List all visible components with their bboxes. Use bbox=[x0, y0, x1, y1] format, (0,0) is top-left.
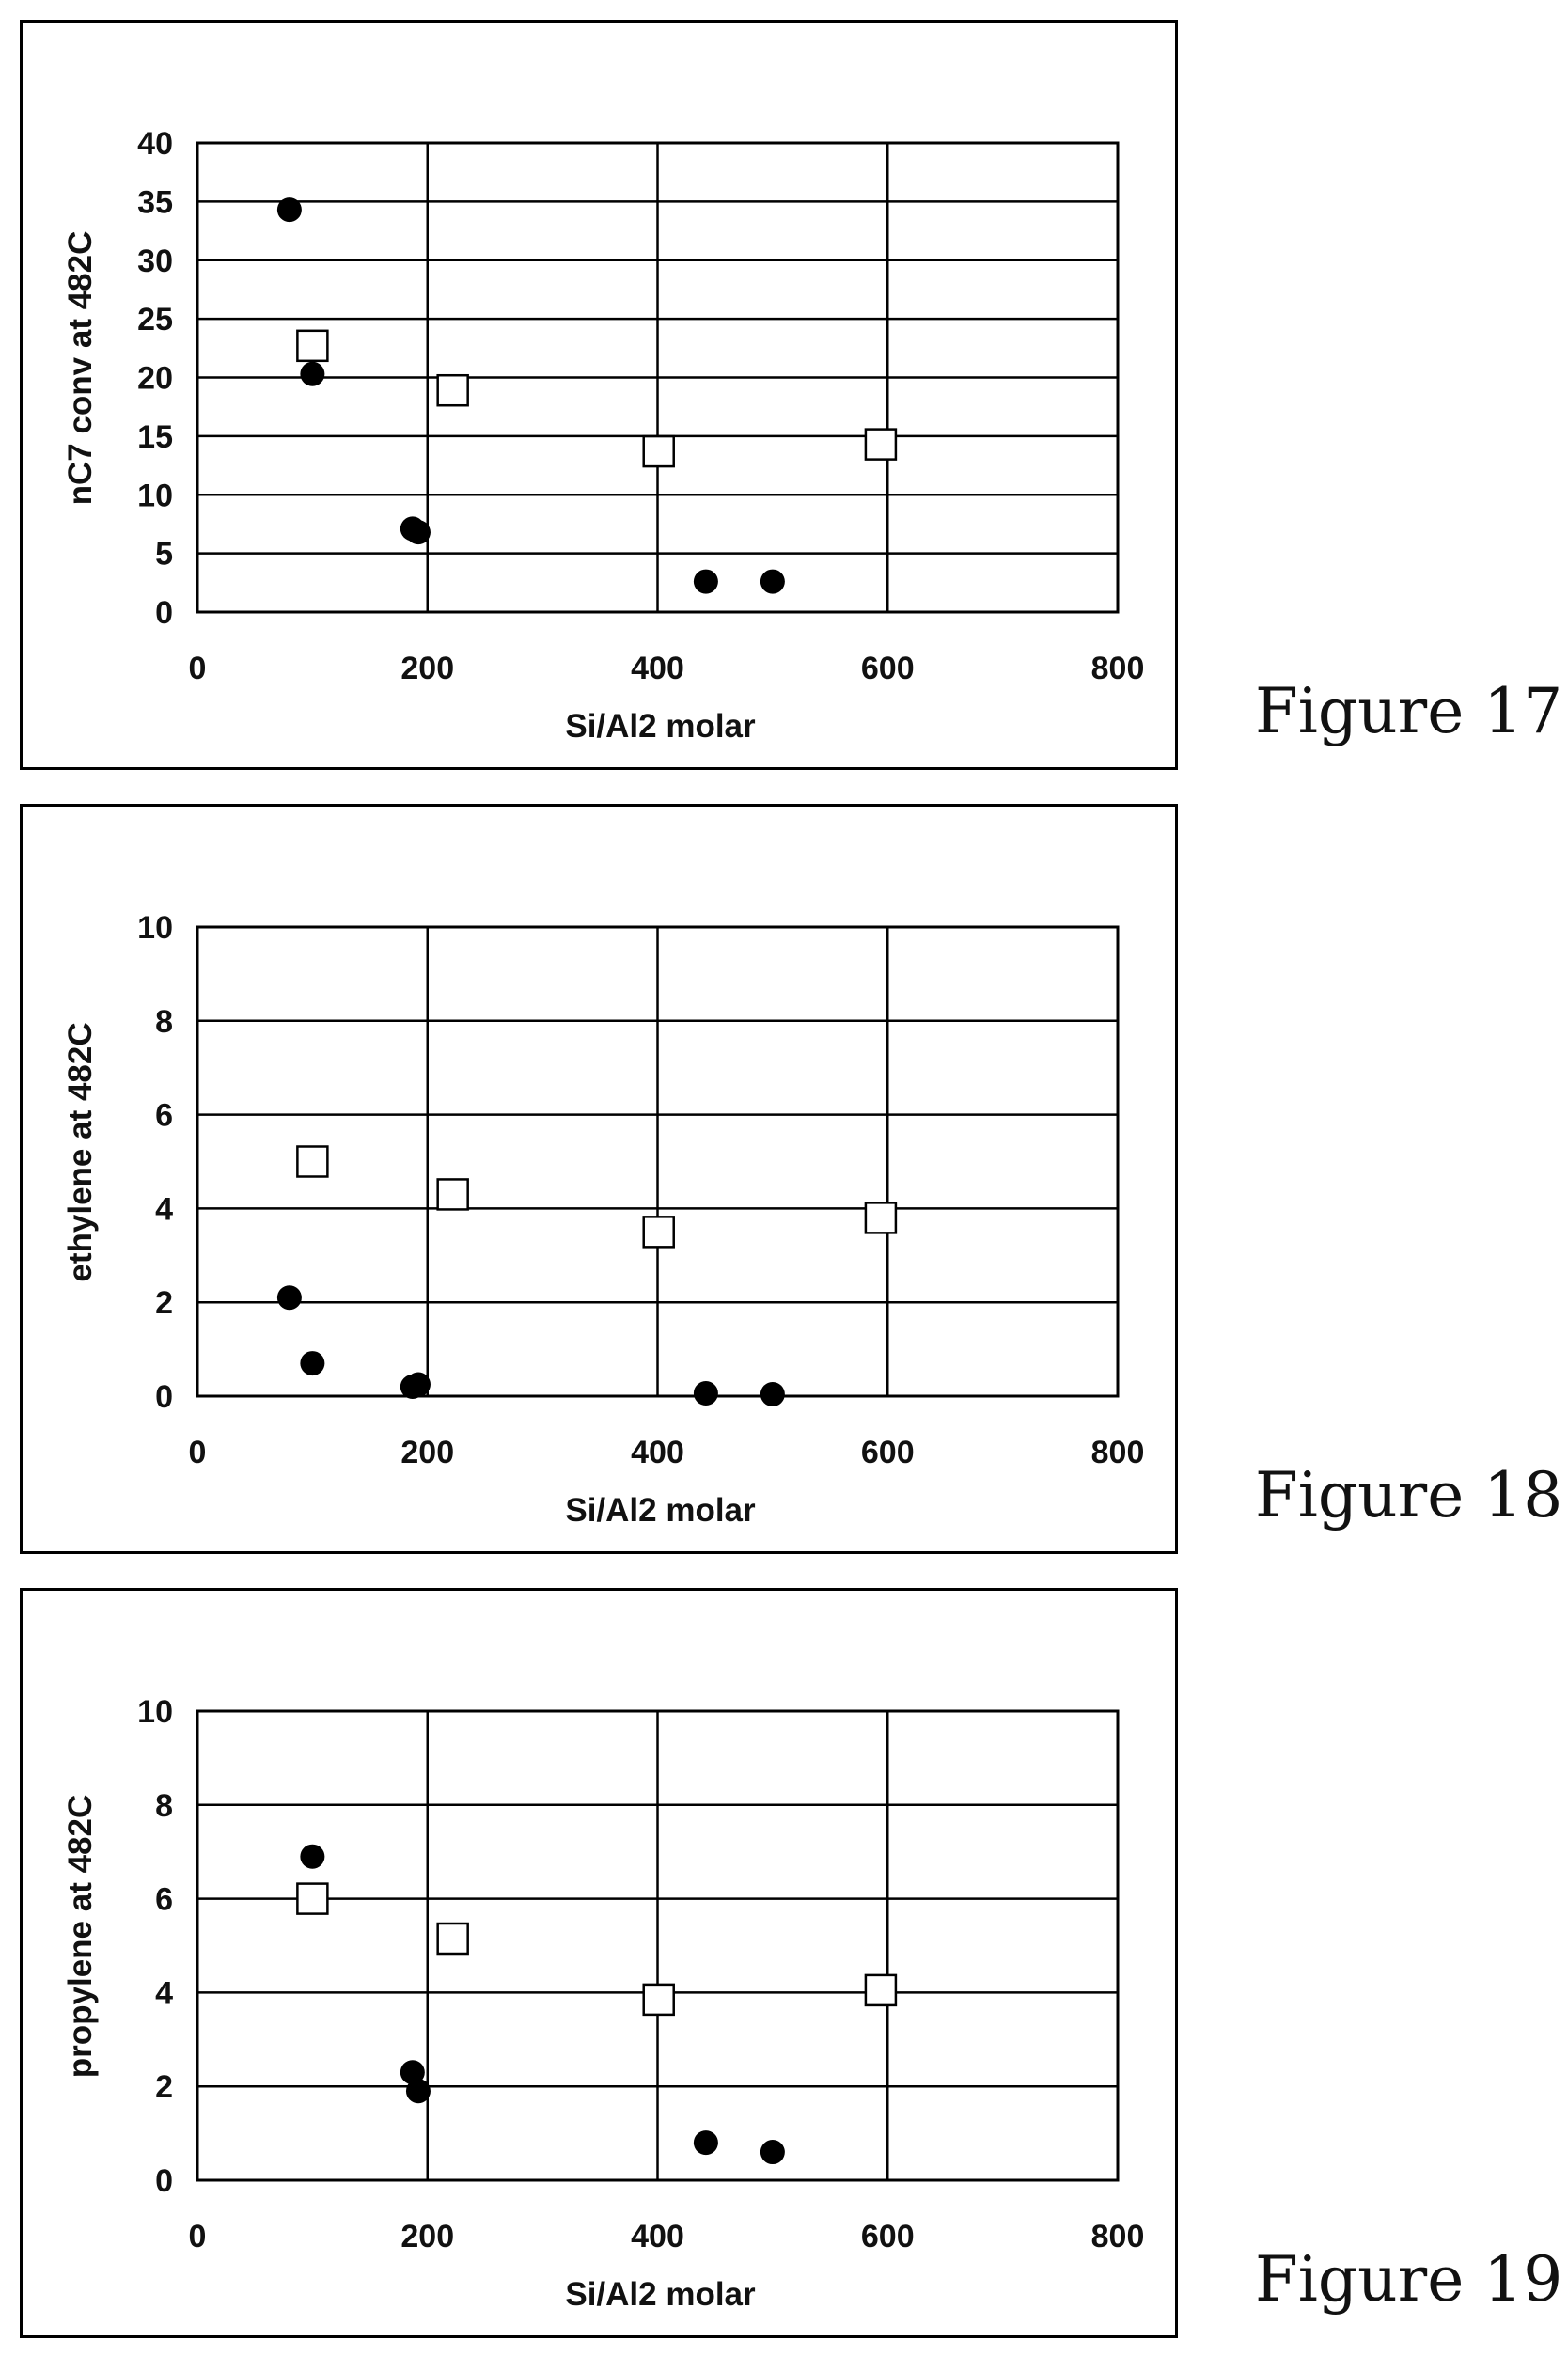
y-tick-label: 10 bbox=[137, 1694, 173, 1730]
y-tick-label: 35 bbox=[137, 184, 173, 220]
y-tick-label: 25 bbox=[137, 302, 173, 338]
open-square-marker bbox=[864, 1973, 898, 2007]
y-tick-label: 0 bbox=[155, 1379, 173, 1415]
figure-18-label: Figure 18 bbox=[1255, 1459, 1563, 1532]
y-tick-label: 10 bbox=[137, 910, 173, 946]
open-square-marker bbox=[864, 1202, 898, 1234]
x-tick-label: 400 bbox=[631, 1435, 684, 1470]
x-tick-label: 600 bbox=[861, 651, 915, 686]
y-tick-label: 5 bbox=[155, 537, 173, 573]
y-tick-label: 40 bbox=[137, 126, 173, 162]
filled-circle-marker bbox=[405, 1372, 431, 1397]
filled-circle-marker bbox=[760, 569, 785, 594]
filled-circle-marker bbox=[300, 1844, 325, 1869]
open-square-marker bbox=[296, 1145, 329, 1178]
x-tick-label: 0 bbox=[189, 1435, 207, 1470]
filled-circle-marker bbox=[300, 361, 325, 386]
y-tick-label: 30 bbox=[137, 243, 173, 279]
y-tick-label: 6 bbox=[155, 1882, 173, 1918]
y-tick-label: 6 bbox=[155, 1098, 173, 1134]
y-tick-label: 15 bbox=[137, 419, 173, 455]
open-square-marker bbox=[436, 1178, 469, 1211]
scatter-plot-svg: 0 2 4 6 8 10 0 200 400 600 800 Si/Al2 molar ethylene… bbox=[62, 910, 1145, 1529]
y-tick-label: 2 bbox=[155, 2069, 173, 2105]
y-tick-label: 2 bbox=[155, 1285, 173, 1321]
y-tick-label: 10 bbox=[137, 478, 173, 513]
x-tick-label: 200 bbox=[400, 1435, 454, 1470]
figure-17-panel: 0 5 10 15 20 25 30 35 40 0 200 400 600 800 Si/Al2 mola… bbox=[20, 20, 1178, 770]
x-tick-label: 200 bbox=[400, 2219, 454, 2254]
y-tick-label: 4 bbox=[155, 1191, 173, 1227]
x-tick-label: 600 bbox=[861, 1435, 915, 1470]
figure-19-label: Figure 19 bbox=[1255, 2243, 1563, 2316]
y-tick-label: 8 bbox=[155, 1788, 173, 1824]
filled-circle-marker bbox=[693, 2130, 718, 2156]
filled-circle-marker bbox=[276, 197, 302, 223]
filled-circle-marker bbox=[760, 1382, 785, 1407]
y-tick-label: 0 bbox=[155, 595, 173, 631]
filled-circle-marker bbox=[300, 1351, 325, 1376]
filled-circle-marker bbox=[405, 2079, 431, 2104]
filled-circle-marker bbox=[276, 1285, 302, 1311]
x-axis-label: Si/Al2 molar bbox=[565, 2276, 756, 2313]
x-axis-label: Si/Al2 molar bbox=[565, 1492, 756, 1529]
x-tick-label: 200 bbox=[400, 651, 454, 686]
filled-circle-marker bbox=[405, 520, 431, 545]
y-axis-label: propylene at 482C bbox=[62, 1795, 99, 2079]
x-tick-label: 400 bbox=[631, 2219, 684, 2254]
plot-area-frame bbox=[196, 1709, 1120, 2182]
open-square-marker bbox=[436, 373, 469, 407]
x-tick-label: 800 bbox=[1091, 651, 1145, 686]
y-axis-label: nC7 conv at 482C bbox=[62, 231, 99, 506]
open-square-marker bbox=[642, 1983, 675, 2017]
figure-19-panel: 0 2 4 6 8 10 0 200 400 600 800 Si/Al2 molar propylen… bbox=[20, 1588, 1178, 2338]
y-tick-label: 0 bbox=[155, 2163, 173, 2199]
y-tick-label: 20 bbox=[137, 361, 173, 397]
open-square-marker bbox=[864, 428, 898, 461]
figure-18-panel: 0 2 4 6 8 10 0 200 400 600 800 Si/Al2 molar ethylene… bbox=[20, 804, 1178, 1554]
x-tick-label: 400 bbox=[631, 651, 684, 686]
open-square-marker bbox=[642, 434, 675, 468]
x-tick-label: 800 bbox=[1091, 2219, 1145, 2254]
plot-area-frame bbox=[196, 141, 1120, 614]
y-tick-label: 4 bbox=[155, 1975, 173, 2011]
open-square-marker bbox=[642, 1216, 675, 1249]
open-square-marker bbox=[296, 329, 329, 363]
filled-circle-marker bbox=[693, 1381, 718, 1406]
x-tick-label: 600 bbox=[861, 2219, 915, 2254]
figure-17-label: Figure 17 bbox=[1255, 675, 1563, 747]
x-axis-label: Si/Al2 molar bbox=[565, 708, 756, 745]
filled-circle-marker bbox=[693, 569, 718, 594]
x-tick-label: 0 bbox=[189, 2219, 207, 2254]
open-square-marker bbox=[296, 1882, 329, 1915]
plot-area-frame bbox=[196, 925, 1120, 1398]
filled-circle-marker bbox=[760, 2140, 785, 2165]
filled-circle-marker bbox=[400, 2060, 425, 2085]
x-tick-label: 0 bbox=[189, 651, 207, 686]
y-tick-label: 8 bbox=[155, 1004, 173, 1040]
scatter-plot-svg: 0 2 4 6 8 10 0 200 400 600 800 Si/Al2 molar propylen… bbox=[62, 1694, 1145, 2313]
y-axis-label: ethylene at 482C bbox=[62, 1022, 99, 1281]
open-square-marker bbox=[436, 1922, 469, 1956]
x-tick-label: 800 bbox=[1091, 1435, 1145, 1470]
